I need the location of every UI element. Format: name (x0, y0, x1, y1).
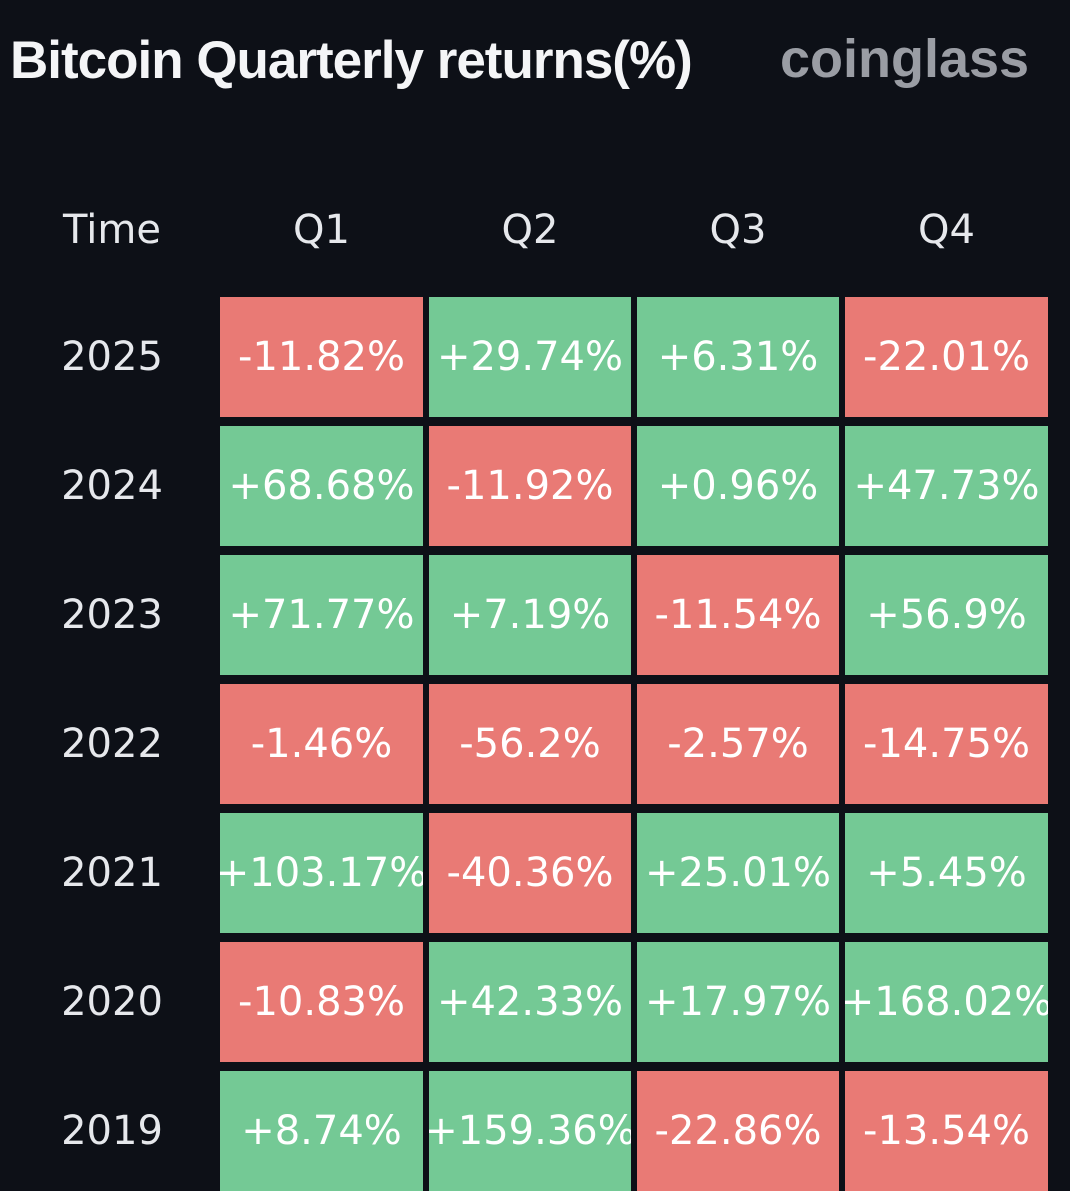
return-cell: +17.97% (637, 942, 839, 1062)
row-year: 2024 (61, 463, 163, 509)
return-cell: -2.57% (637, 684, 839, 804)
row-year: 2023 (61, 592, 163, 638)
row-year: 2020 (61, 979, 163, 1025)
return-cell: +29.74% (429, 297, 631, 417)
return-cell: -56.2% (429, 684, 631, 804)
title: Bitcoin Quarterly returns(%) (10, 31, 693, 90)
column-header: Q3 (709, 207, 767, 253)
return-cell: +168.02% (845, 942, 1048, 1062)
return-cell: +47.73% (845, 426, 1048, 546)
column-header: Q2 (501, 207, 559, 253)
row-year: 2019 (61, 1108, 163, 1154)
return-cell: +56.9% (845, 555, 1048, 675)
column-header: Q4 (918, 207, 975, 253)
return-cell: -13.54% (845, 1071, 1048, 1191)
return-cell: -11.54% (637, 555, 839, 675)
return-cell: +159.36% (429, 1071, 631, 1191)
row-year: 2025 (61, 334, 163, 380)
return-cell: +103.17% (220, 813, 423, 933)
return-cell: +0.96% (637, 426, 839, 546)
return-cell: +7.19% (429, 555, 631, 675)
return-cell: +68.68% (220, 426, 423, 546)
return-cell: -11.92% (429, 426, 631, 546)
return-cell: -1.46% (220, 684, 423, 804)
return-cell: +6.31% (637, 297, 839, 417)
column-header: Time (63, 207, 161, 253)
return-cell: +8.74% (220, 1071, 423, 1191)
return-cell: +25.01% (637, 813, 839, 933)
column-header: Q1 (293, 207, 350, 253)
row-year: 2022 (61, 721, 163, 767)
return-cell: -14.75% (845, 684, 1048, 804)
return-cell: -10.83% (220, 942, 423, 1062)
brand-logo: coinglass (780, 29, 1030, 89)
return-cell: -22.86% (637, 1071, 839, 1191)
return-cell: +42.33% (429, 942, 631, 1062)
return-cell: +71.77% (220, 555, 423, 675)
return-cell: +5.45% (845, 813, 1048, 933)
return-cell: -22.01% (845, 297, 1048, 417)
return-cell: -40.36% (429, 813, 631, 933)
row-year: 2021 (61, 850, 163, 896)
return-cell: -11.82% (220, 297, 423, 417)
